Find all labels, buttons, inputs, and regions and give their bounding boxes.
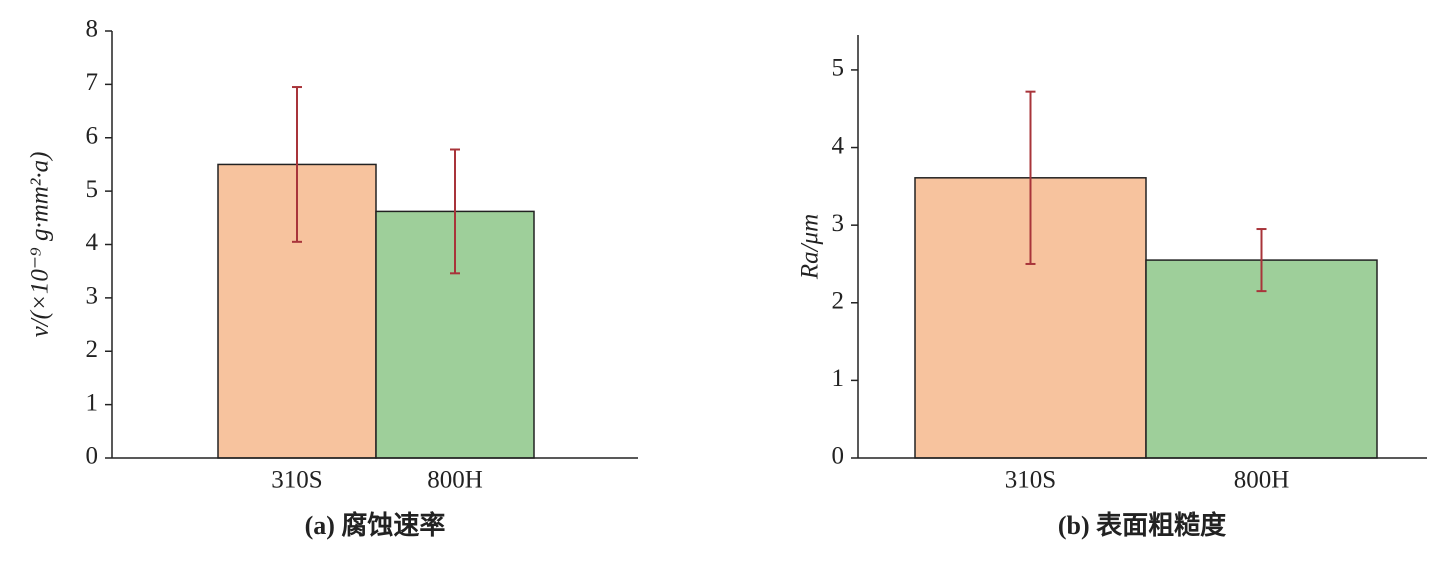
error-bar bbox=[1025, 90, 1036, 265]
error-bar bbox=[292, 86, 302, 243]
y-tick-label: 8 bbox=[86, 16, 99, 43]
y-axis-label: v/(×10⁻⁹ g·mm²·a) bbox=[27, 152, 54, 338]
y-tick-label: 4 bbox=[832, 132, 845, 159]
y-tick-label: 3 bbox=[832, 210, 845, 237]
x-tick-label: 800H bbox=[427, 467, 483, 494]
y-tick-label: 6 bbox=[86, 122, 99, 149]
caption: (b) 表面粗糙度 bbox=[1058, 510, 1226, 540]
y-tick-label: 7 bbox=[86, 69, 99, 96]
y-tick-label: 2 bbox=[86, 336, 99, 363]
y-tick-label: 4 bbox=[86, 229, 99, 256]
y-axis-label: Ra/μm bbox=[797, 214, 824, 280]
x-tick-label: 310S bbox=[1005, 467, 1056, 494]
y-tick-label: 5 bbox=[832, 55, 845, 82]
x-tick-label: 800H bbox=[1234, 467, 1290, 494]
bar bbox=[1145, 259, 1378, 459]
error-bar bbox=[1256, 228, 1267, 293]
y-tick-label: 1 bbox=[86, 389, 99, 416]
y-tick-label: 2 bbox=[832, 288, 845, 315]
x-tick-label: 310S bbox=[271, 467, 322, 494]
y-tick-label: 0 bbox=[86, 443, 99, 470]
error-bar bbox=[450, 148, 460, 275]
y-tick-label: 1 bbox=[832, 365, 845, 392]
y-tick-label: 3 bbox=[86, 283, 99, 310]
y-tick-label: 0 bbox=[832, 443, 845, 470]
y-tick-label: 5 bbox=[86, 176, 99, 203]
caption: (a) 腐蚀速率 bbox=[305, 510, 446, 540]
